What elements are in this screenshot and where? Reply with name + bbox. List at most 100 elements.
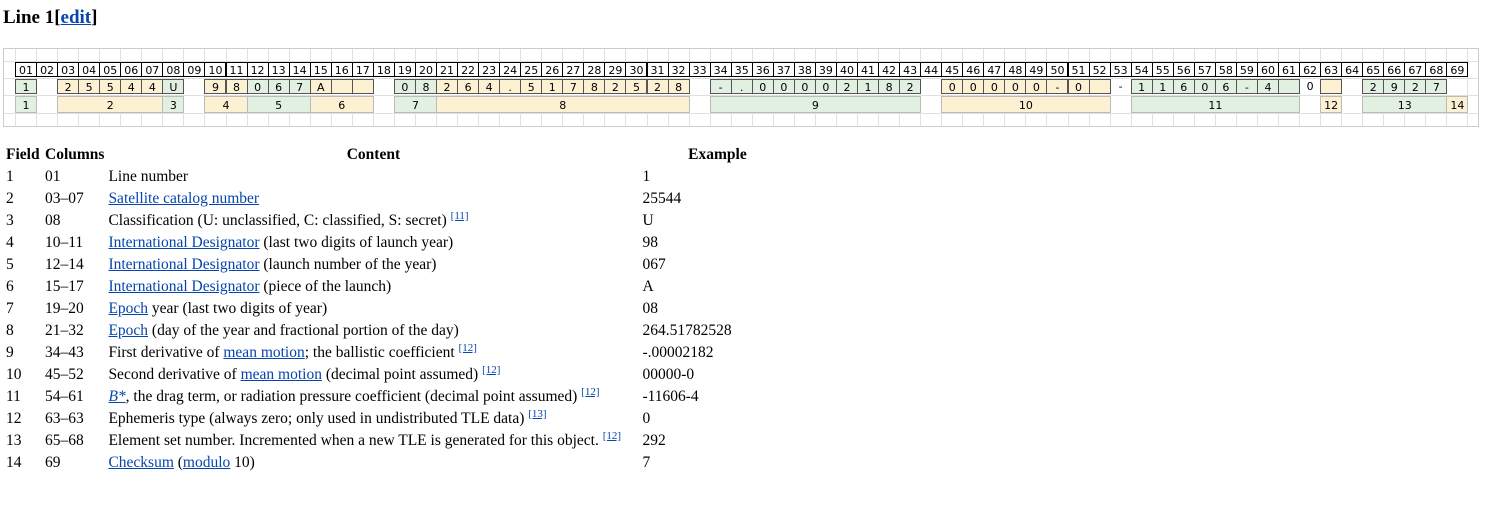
column-value xyxy=(36,79,58,94)
field-number: 7 xyxy=(6,300,14,317)
content-text: , the drag term, or radiation pressure c… xyxy=(125,388,582,405)
column-value: 5 xyxy=(625,79,648,94)
table-row: 3 08 Classification (U: unclassified, C: c… xyxy=(4,208,794,230)
column-number: 46 xyxy=(962,62,985,77)
column-number: 18 xyxy=(372,62,395,77)
content-text: (decimal point assumed) xyxy=(321,366,483,383)
content-cell: Epoch year (last two digits of year) xyxy=(106,296,640,318)
column-number: 19 xyxy=(393,62,416,77)
content-text: First derivative of xyxy=(108,344,224,361)
content-cell: International Designator (piece of the l… xyxy=(106,274,640,296)
content-link[interactable]: Checksum xyxy=(108,454,174,471)
column-value: 0 xyxy=(1193,79,1216,94)
table-row: 1 01 Line number 1 xyxy=(4,164,794,186)
column-range: 01 xyxy=(45,168,61,185)
column-range: 34–43 xyxy=(45,344,84,361)
example-value: 264.51782528 xyxy=(642,322,732,339)
citation-link[interactable]: [12] xyxy=(482,363,501,376)
field-span: 8 xyxy=(436,96,690,113)
column-value: 0 xyxy=(1067,79,1090,94)
content-link[interactable]: B* xyxy=(108,388,126,405)
column-number: 06 xyxy=(120,62,143,77)
field-number: 12 xyxy=(6,410,22,427)
content-text: ; the ballistic coefficient xyxy=(304,344,459,361)
edit-link[interactable]: edit xyxy=(60,7,92,28)
column-number: 23 xyxy=(478,62,501,77)
field-span: 12 xyxy=(1320,96,1343,113)
column-number: 44 xyxy=(920,62,943,77)
citation-link[interactable]: [12] xyxy=(581,385,600,398)
column-value: 2 xyxy=(899,79,922,94)
citation: [12] xyxy=(459,342,477,354)
content-cell: First derivative of mean motion; the bal… xyxy=(106,340,640,362)
content-link[interactable]: modulo xyxy=(182,454,231,471)
field-span: 6 xyxy=(309,96,374,113)
content-text: (piece of the launch) xyxy=(259,278,392,295)
column-value: 0 xyxy=(793,79,816,94)
column-number: 62 xyxy=(1299,62,1322,77)
column-number: 41 xyxy=(857,62,880,77)
citation-link[interactable]: [13] xyxy=(528,407,547,420)
column-number: 61 xyxy=(1278,62,1301,77)
column-value: 1 xyxy=(1130,79,1153,94)
citation-link[interactable]: [11] xyxy=(450,209,469,222)
content-link[interactable]: Epoch xyxy=(108,300,149,317)
column-range: 54–61 xyxy=(45,388,84,405)
column-value xyxy=(183,79,205,94)
column-number: 52 xyxy=(1088,62,1111,77)
column-value: 8 xyxy=(583,79,606,94)
column-value: 4 xyxy=(1256,79,1279,94)
column-number: 08 xyxy=(162,62,185,77)
content-link[interactable]: mean motion xyxy=(223,344,305,361)
grid-line xyxy=(4,78,1478,79)
example-value: U xyxy=(642,212,654,229)
content-text: (last two digits of launch year) xyxy=(259,234,454,251)
column-number: 57 xyxy=(1193,62,1216,77)
column-value xyxy=(689,79,711,94)
column-range: 45–52 xyxy=(45,366,84,383)
column-number: 12 xyxy=(246,62,269,77)
content-text: Element set number. Incremented when a n… xyxy=(108,432,603,449)
column-number: 29 xyxy=(604,62,627,77)
column-value: 2 xyxy=(436,79,459,94)
content-cell: Line number xyxy=(106,164,640,186)
column-number: 22 xyxy=(457,62,480,77)
header-example: Example xyxy=(688,146,747,163)
field-span: 11 xyxy=(1130,96,1301,113)
content-link[interactable]: mean motion xyxy=(240,366,322,383)
column-range: 21–32 xyxy=(45,322,84,339)
content-link[interactable]: International Designator xyxy=(108,234,260,251)
column-value xyxy=(330,79,353,94)
column-value: 0 xyxy=(941,79,964,94)
column-number: 50 xyxy=(1046,62,1069,77)
column-number: 11 xyxy=(225,62,248,77)
content-cell: International Designator (launch number … xyxy=(106,252,640,274)
column-value: 8 xyxy=(878,79,901,94)
column-value: 4 xyxy=(141,79,164,94)
column-range: 12–14 xyxy=(45,256,84,273)
citation-link[interactable]: [12] xyxy=(602,429,622,442)
citation: [12] xyxy=(581,386,599,398)
content-link[interactable]: International Designator xyxy=(108,256,260,273)
column-value: 2 xyxy=(1404,79,1427,94)
content-cell: International Designator (last two digit… xyxy=(106,230,640,252)
column-number: 38 xyxy=(793,62,816,77)
column-value: 7 xyxy=(562,79,585,94)
field-number: 13 xyxy=(6,432,22,449)
column-number: 36 xyxy=(751,62,774,77)
heading-title: Line 1 xyxy=(3,7,55,28)
content-link[interactable]: Epoch xyxy=(108,322,149,339)
content-link[interactable]: Satellite catalog number xyxy=(108,190,260,207)
content-link[interactable]: International Designator xyxy=(108,278,260,295)
column-number: 48 xyxy=(1004,62,1027,77)
column-number: 43 xyxy=(899,62,922,77)
citation-link[interactable]: [12] xyxy=(458,341,477,354)
field-span: 1 xyxy=(15,96,38,113)
content-text: Classification (U: unclassified, C: clas… xyxy=(108,212,451,229)
column-number: 26 xyxy=(541,62,564,77)
column-number: 24 xyxy=(499,62,522,77)
column-value: 6 xyxy=(1214,79,1237,94)
column-value: 1 xyxy=(1151,79,1174,94)
tle-column-diagram: 01 02 03 04 05 06 07 08 09 10 11 12 13 14 15 16 17 18 19 20… xyxy=(3,48,1479,127)
column-number: 10 xyxy=(204,62,227,77)
